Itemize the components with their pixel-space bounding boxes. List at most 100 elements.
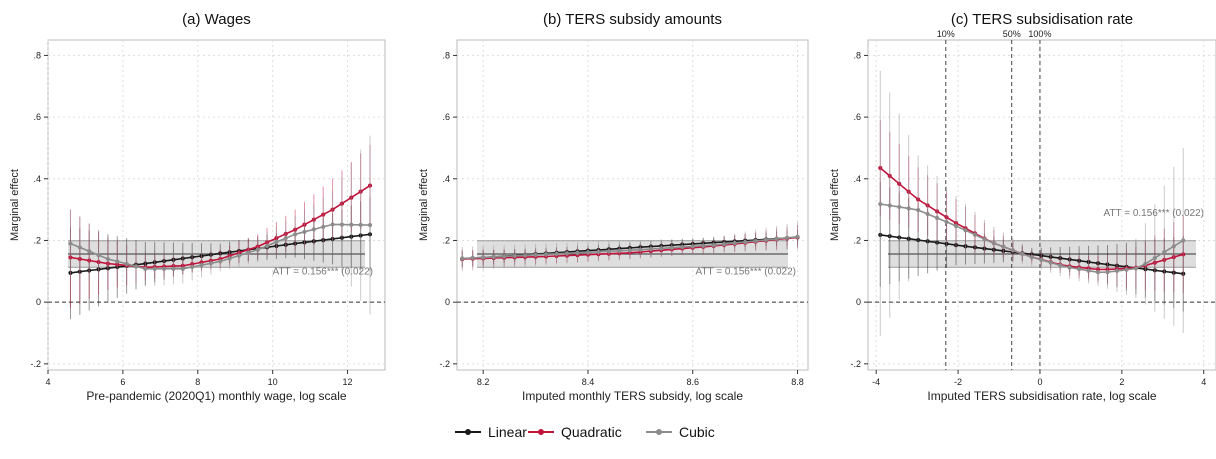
series-point [190,261,195,267]
chart-panel-3: 10% 50% 100% ATT = 0.156*** (0.022) -.2 0 .2 .4… [829,11,1216,403]
series-point [293,232,298,237]
series-point [264,243,270,248]
plot-frame [867,39,1216,371]
x-tick-label: -4 [872,377,880,387]
series-point [255,247,260,252]
series-point [236,253,242,258]
series-point [1001,248,1006,253]
series-point [934,209,940,214]
panel-title: (c) TERS subsidisation rate [951,11,1133,28]
reference-vline-label: 100% [1028,29,1051,39]
series-point [1048,254,1053,259]
x-tick-label: 2 [1119,377,1124,387]
series-point [87,258,92,263]
y-tick-label: -.2 [850,359,861,369]
series-point [246,247,251,252]
series-point [953,220,959,226]
y-tick-label: .8 [33,50,41,60]
series-point [887,173,892,179]
x-tick-label: 8.4 [582,377,595,387]
legend: Linear Quadratic Cubic [455,424,715,440]
series-point [133,264,139,269]
series-point [564,251,570,256]
series-point [1067,257,1072,262]
series-point [887,203,892,208]
y-tick-label: .2 [33,235,41,245]
series-point [648,246,653,252]
y-tick-label: .4 [33,174,41,184]
x-tick-label: 8.6 [686,377,699,387]
plot-frame [456,39,809,371]
series-point [982,246,987,251]
series-point [906,236,911,241]
series-point [963,244,968,249]
series-point [255,244,260,249]
series-point [311,239,316,244]
series-point [96,253,101,258]
series-point [680,244,685,250]
series-point [753,238,758,244]
series-point [218,259,223,264]
att-label: ATT = 0.156*** (0.022) [272,266,373,277]
series-point [512,253,517,258]
y-tick-label: 0 [856,297,861,307]
series-point [1114,268,1120,273]
series-point [321,224,326,229]
series-point [1105,262,1110,267]
series-point [944,219,949,225]
series-point [991,247,996,252]
series-point [87,249,92,254]
y-axis-title: Marginal effect [9,169,21,241]
series-point [1039,253,1044,258]
series-point [934,240,940,245]
plot-frame [47,39,386,371]
series-point [1077,267,1082,272]
series-point [916,207,921,213]
series-point [1152,255,1157,261]
series-point [701,243,706,248]
series-point [115,262,120,267]
series-point [1048,260,1053,265]
series-point [575,250,580,255]
series-point [1143,261,1148,266]
x-tick-label: 10 [268,377,278,387]
y-tick-label: .6 [33,112,41,122]
y-axis-title: Marginal effect [829,169,841,241]
series-point [533,252,538,257]
series-point [906,189,911,194]
series-point [743,239,748,245]
x-tick-label: -2 [954,377,962,387]
series-point [1086,259,1091,265]
y-tick-label: .4 [853,174,861,184]
series-point [617,248,622,253]
series-point [1171,270,1176,275]
series-point [227,250,232,255]
series-point [659,246,664,251]
y-tick-label: .8 [442,50,450,60]
series-point [330,236,335,242]
series-point [274,243,279,249]
y-axis-title: Marginal effect [418,169,430,241]
series-point [358,233,363,238]
series-point [143,266,148,271]
series-point [934,215,940,221]
series-cubic [460,221,800,272]
series-point [293,227,298,232]
series-point [208,252,213,257]
series-point [502,254,507,259]
series-point [784,235,790,240]
series-point [68,241,73,246]
series-point [190,264,195,270]
series-point [68,270,73,275]
series-point [171,257,176,262]
series-point [722,241,727,247]
series-point [925,239,930,244]
series-point [367,232,373,237]
series-point [690,244,695,249]
series-point [878,165,883,171]
legend-label-quadratic: Quadratic [561,424,622,440]
series-point [991,241,996,246]
series-point [1133,266,1139,271]
